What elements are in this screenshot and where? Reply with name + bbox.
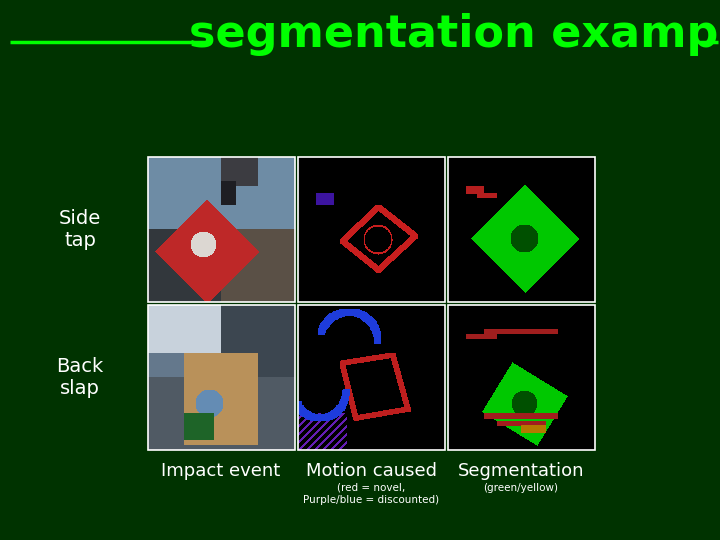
Text: segmentation examples: segmentation examples [189,14,720,57]
Text: (red = novel,
Purple/blue = discounted): (red = novel, Purple/blue = discounted) [303,483,439,504]
Bar [298,305,445,450]
Text: Impact event: Impact event [161,462,281,480]
Bar [298,157,445,302]
Bar [448,157,595,302]
Bar [448,305,595,450]
Text: (green/yellow): (green/yellow) [484,483,559,493]
Bar [148,157,295,302]
Text: Side
tap: Side tap [59,208,101,249]
Text: Motion caused: Motion caused [305,462,436,480]
Text: Segmentation: Segmentation [458,462,584,480]
Text: Back
slap: Back slap [56,356,104,397]
Bar [148,305,295,450]
